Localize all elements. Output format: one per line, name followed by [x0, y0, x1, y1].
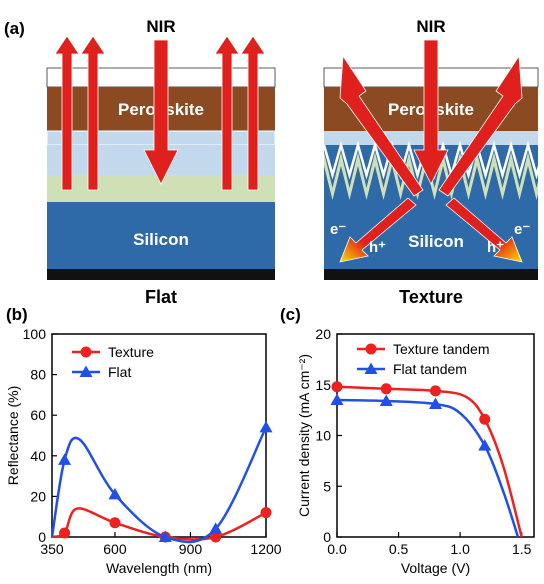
silicon-layer: [47, 202, 275, 269]
y-axis-label: Current density (mA cm⁻²): [296, 354, 312, 517]
x-axis-label: Wavelength (nm): [106, 560, 212, 576]
data-point: [331, 381, 343, 393]
texture-caption: Texture: [399, 287, 463, 307]
escaping-light-arrow: [54, 35, 80, 191]
y-tick-label: 5: [323, 478, 331, 494]
data-point: [58, 453, 72, 465]
data-point: [158, 530, 172, 542]
absorbed-light-arrow: [339, 197, 417, 263]
data-point: [79, 365, 93, 377]
absorbed-light-arrow: [445, 197, 523, 263]
x-tick-label: 0.0: [327, 541, 347, 557]
jv-chart: 0.0 0.5 1.0 1.5 0 5 10 15 20 Voltage (V) Current d…: [296, 326, 535, 576]
data-point: [210, 531, 222, 543]
reflected-light-arrow: [438, 54, 523, 197]
data-point: [109, 517, 121, 529]
y-axis-label: Reflectance (%): [5, 386, 21, 486]
series-line: [336, 385, 523, 538]
electron-label: e⁻: [330, 221, 346, 238]
texture-structure: Perovskite NIR Silicon e⁻ h⁺ e⁻ h⁺: [323, 17, 539, 280]
nir-label: NIR: [146, 17, 175, 36]
y-tick-label: 20: [30, 488, 46, 504]
incident-light-arrow: [413, 39, 449, 185]
x-tick-label: 1.5: [512, 541, 532, 557]
electron-label: e⁻: [514, 221, 530, 238]
data-point: [330, 393, 344, 405]
series-line: [50, 426, 268, 544]
plot-frame: [51, 333, 267, 538]
data-point: [365, 343, 377, 355]
x-tick-label: 1.0: [450, 541, 470, 557]
flat-structure: Perovskite Silicon NIR: [46, 17, 276, 280]
y-tick-label: 60: [30, 407, 46, 423]
data-point: [59, 527, 71, 539]
data-point: [209, 522, 223, 534]
silicon-label: Silicon: [133, 230, 189, 249]
texture-interface-line: [324, 140, 538, 180]
reflectance-chart: 350 600 900 1200 0 20 40 60 80 100 Wavelength (nm)…: [5, 326, 282, 576]
legend-label: Texture tandem: [393, 341, 490, 357]
legend-label: Flat: [108, 364, 131, 380]
x-tick-label: 0.5: [389, 541, 409, 557]
y-tick-label: 100: [23, 326, 47, 342]
panel-b-label: (b): [6, 305, 28, 324]
escaping-light-arrow: [214, 35, 240, 191]
panel-a-label: (a): [4, 19, 25, 38]
data-point: [380, 383, 392, 395]
x-tick-label: 900: [179, 541, 203, 557]
data-point: [430, 385, 441, 397]
data-point: [429, 397, 442, 410]
y-tick-label: 0: [38, 529, 46, 545]
reflected-light-arrow: [339, 54, 424, 197]
data-point: [478, 439, 492, 451]
y-tick-label: 10: [315, 428, 331, 444]
y-tick-label: 80: [30, 367, 46, 383]
data-point: [260, 507, 272, 519]
series-line: [336, 398, 520, 538]
incident-light-arrow: [143, 39, 179, 185]
x-tick-label: 350: [40, 541, 64, 557]
x-tick-label: 1200: [250, 541, 281, 557]
hole-label: h⁺: [369, 239, 386, 256]
textured-blue-layer: [324, 166, 538, 269]
data-point: [259, 420, 273, 433]
data-point: [80, 346, 92, 358]
silicon-label: Silicon: [408, 232, 464, 251]
y-tick-label: 20: [315, 326, 331, 342]
legend-label: Flat tandem: [393, 361, 467, 377]
y-tick-label: 15: [315, 377, 331, 393]
escaping-light-arrow: [80, 35, 106, 191]
flat-caption: Flat: [145, 287, 177, 307]
y-tick-label: 0: [323, 529, 331, 545]
data-point: [108, 487, 122, 500]
hole-label: h⁺: [487, 239, 504, 256]
rear-contact-layer: [324, 269, 538, 280]
rear-contact-layer: [47, 269, 275, 280]
nir-label: NIR: [416, 17, 445, 36]
data-point: [479, 413, 491, 425]
x-axis-label: Voltage (V): [401, 560, 470, 576]
panel-c-label: (c): [280, 305, 301, 324]
data-point: [379, 394, 393, 406]
data-point: [364, 362, 378, 374]
y-tick-label: 40: [30, 448, 46, 464]
legend-label: Texture: [108, 344, 154, 360]
escaping-light-arrow: [240, 35, 266, 191]
x-tick-label: 600: [103, 541, 127, 557]
